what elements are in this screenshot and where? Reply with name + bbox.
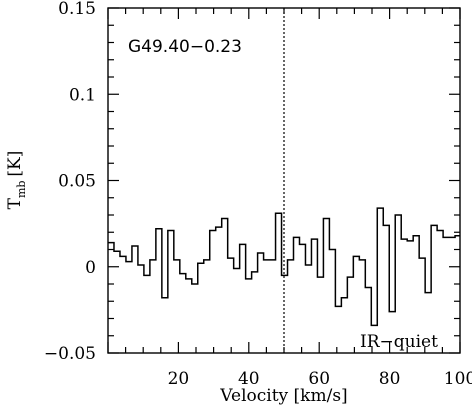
y-tick-label: 0.1 xyxy=(69,85,96,105)
plot-frame xyxy=(107,7,461,354)
x-tick-label: 100 xyxy=(444,369,472,389)
y-axis-title: Tmb [K] xyxy=(5,151,28,210)
y-tick-label: 0 xyxy=(85,258,96,278)
classification-label: IR−quiet xyxy=(360,332,438,352)
spectrum-step-line xyxy=(108,207,460,327)
y-axis-tick-labels: −0.05 0 0.05 0.1 0.15 xyxy=(44,0,96,364)
x-tick-label: 20 xyxy=(168,369,190,389)
x-axis-title: Velocity [km/s] xyxy=(219,386,347,406)
y-axis-title-unit: [K] xyxy=(5,151,25,177)
y-tick-label: −0.05 xyxy=(44,344,96,364)
x-axis-tick-labels: 20 40 60 80 100 xyxy=(168,369,472,389)
y-tick-label: 0.15 xyxy=(58,0,96,19)
y-axis-title-subscript: mb xyxy=(15,181,28,198)
source-name-label: G49.40−0.23 xyxy=(128,37,242,57)
y-tick-label: 0.05 xyxy=(58,172,96,192)
x-tick-label: 80 xyxy=(379,369,401,389)
x-tick-label: 40 xyxy=(238,369,260,389)
x-tick-label: 60 xyxy=(308,369,330,389)
y-axis-title-main: T xyxy=(5,197,25,209)
x-axis-ticks xyxy=(107,8,461,353)
